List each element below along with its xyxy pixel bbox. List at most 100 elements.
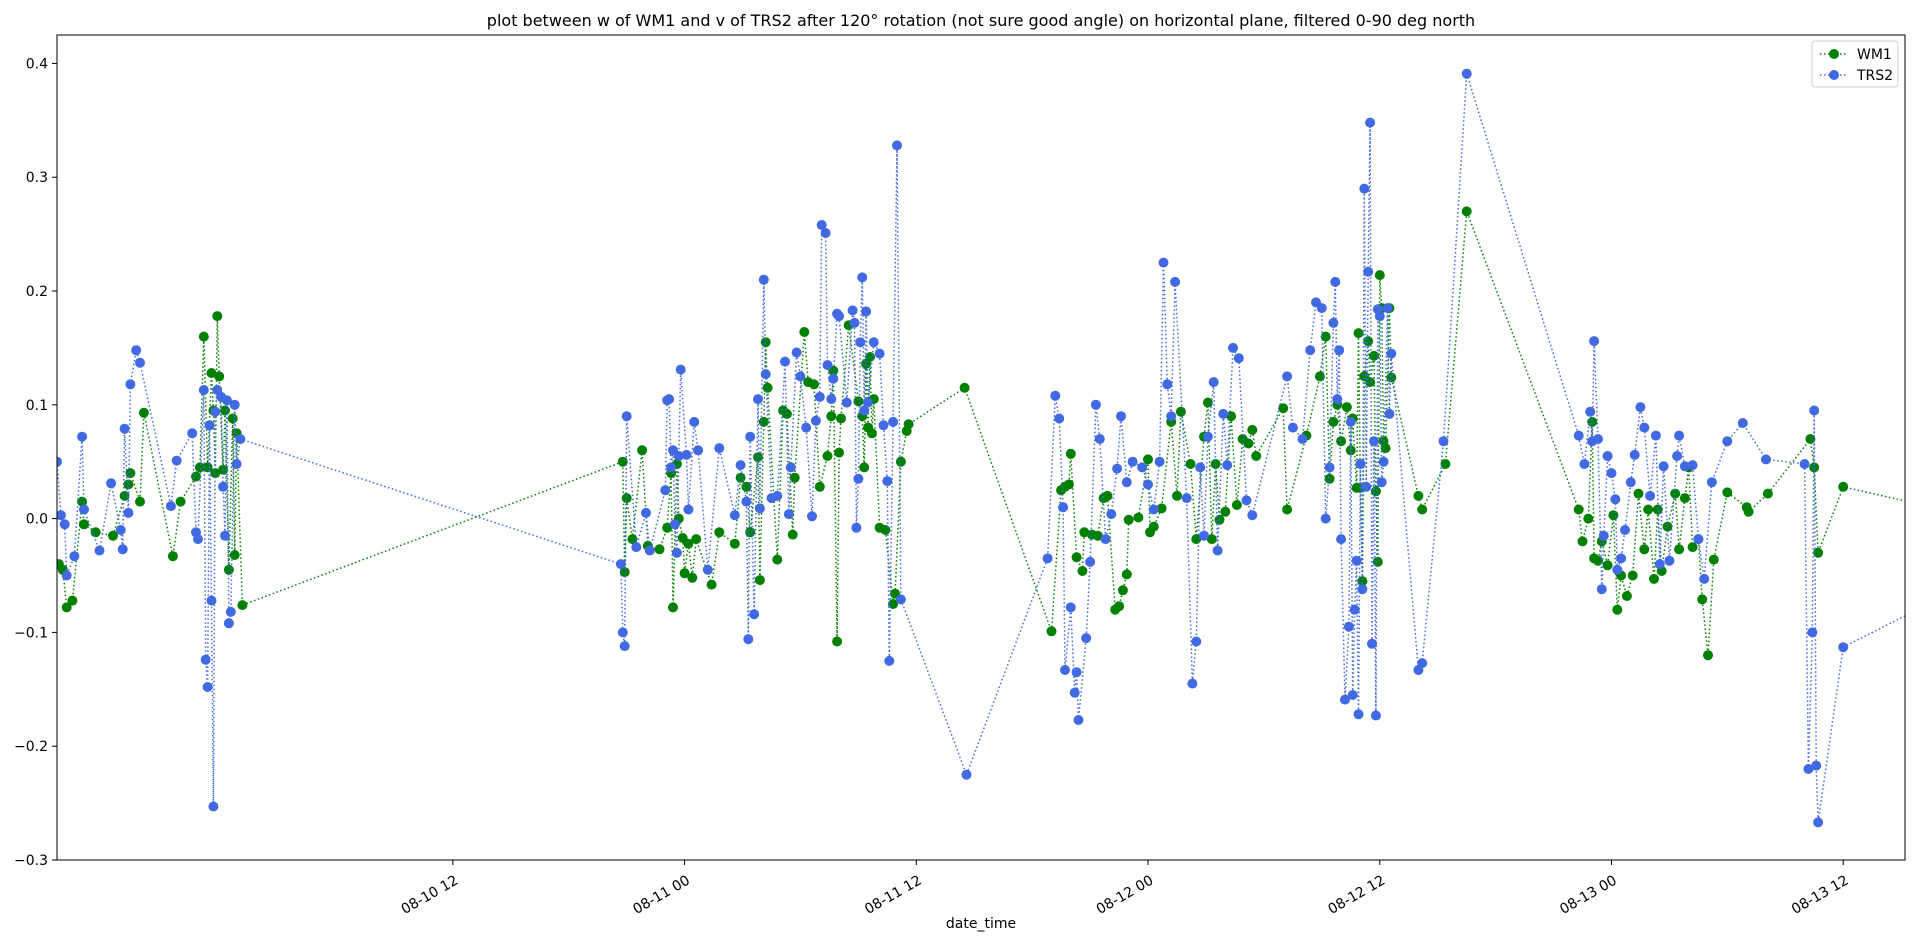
data-point-wm1 bbox=[198, 331, 209, 342]
data-point-trs2 bbox=[807, 511, 817, 522]
data-point-wm1 bbox=[1079, 527, 1090, 538]
data-point-trs2 bbox=[119, 423, 130, 434]
y-tick-label: −0.3 bbox=[14, 853, 48, 869]
data-point-wm1 bbox=[1123, 514, 1134, 525]
data-point-trs2 bbox=[1699, 573, 1710, 584]
data-point-trs2 bbox=[1081, 633, 1092, 644]
data-point-trs2 bbox=[171, 455, 182, 466]
data-point-trs2 bbox=[1106, 509, 1117, 520]
data-point-wm1 bbox=[1133, 512, 1144, 523]
data-point-trs2 bbox=[675, 364, 686, 375]
data-point-wm1 bbox=[662, 522, 673, 533]
data-point-trs2 bbox=[1349, 604, 1360, 615]
data-point-trs2 bbox=[106, 478, 117, 489]
data-point-wm1 bbox=[1063, 479, 1074, 490]
data-point-trs2 bbox=[1612, 564, 1623, 575]
data-point-trs2 bbox=[666, 462, 677, 473]
data-point-trs2 bbox=[617, 627, 628, 638]
data-point-trs2 bbox=[1687, 460, 1698, 471]
data-point-trs2 bbox=[1382, 303, 1393, 314]
data-point-trs2 bbox=[57, 510, 66, 521]
data-point-trs2 bbox=[117, 544, 128, 555]
legend: WM1 TRS2 bbox=[1811, 40, 1899, 88]
data-point-trs2 bbox=[1060, 665, 1070, 675]
data-point-wm1 bbox=[691, 534, 702, 545]
data-point-wm1 bbox=[212, 311, 223, 322]
data-point-wm1 bbox=[1805, 434, 1816, 444]
data-point-wm1 bbox=[1639, 544, 1650, 555]
data-point-trs2 bbox=[1112, 463, 1123, 474]
data-point-wm1 bbox=[1210, 459, 1221, 469]
data-point-trs2 bbox=[1154, 456, 1165, 467]
data-point-trs2 bbox=[660, 485, 671, 496]
data-point-trs2 bbox=[741, 496, 752, 507]
data-point-trs2 bbox=[826, 394, 837, 405]
data-point-trs2 bbox=[1094, 434, 1105, 444]
data-point-trs2 bbox=[814, 391, 825, 402]
data-point-trs2 bbox=[783, 509, 794, 520]
data-point-trs2 bbox=[131, 345, 142, 356]
data-point-wm1 bbox=[1121, 569, 1132, 580]
data-point-wm1 bbox=[753, 452, 763, 463]
data-point-trs2 bbox=[208, 801, 219, 812]
data-point-trs2 bbox=[1222, 460, 1233, 471]
data-point-wm1 bbox=[67, 595, 78, 606]
data-point-wm1 bbox=[1353, 328, 1364, 339]
data-point-trs2 bbox=[1799, 459, 1810, 469]
data-point-trs2 bbox=[735, 460, 746, 471]
data-point-trs2 bbox=[884, 655, 895, 666]
data-point-trs2 bbox=[671, 547, 682, 558]
data-point-trs2 bbox=[1247, 510, 1258, 521]
data-point-trs2 bbox=[641, 507, 651, 518]
data-point-trs2 bbox=[851, 522, 862, 533]
data-point-trs2 bbox=[1191, 636, 1202, 647]
data-point-trs2 bbox=[220, 530, 230, 541]
data-point-wm1 bbox=[762, 382, 773, 393]
data-point-trs2 bbox=[892, 140, 902, 151]
data-point-wm1 bbox=[1148, 521, 1159, 532]
data-point-trs2 bbox=[689, 416, 700, 427]
chart-title: plot between w of WM1 and v of TRS2 afte… bbox=[487, 11, 1475, 30]
data-point-trs2 bbox=[1813, 817, 1824, 828]
data-point-wm1 bbox=[202, 462, 213, 473]
data-point-trs2 bbox=[1054, 413, 1065, 424]
data-point-trs2 bbox=[855, 337, 866, 348]
data-point-trs2 bbox=[1376, 477, 1387, 488]
data-point-wm1 bbox=[687, 572, 698, 583]
data-point-trs2 bbox=[77, 431, 88, 442]
plot-frame bbox=[56, 34, 1906, 861]
data-point-wm1 bbox=[1440, 459, 1451, 469]
data-point-trs2 bbox=[801, 422, 812, 433]
data-point-trs2 bbox=[235, 434, 246, 444]
data-point-wm1 bbox=[237, 600, 248, 611]
data-point-trs2 bbox=[673, 451, 684, 461]
data-point-trs2 bbox=[1374, 311, 1385, 322]
legend-marker-trs2 bbox=[1829, 70, 1839, 80]
data-point-wm1 bbox=[1278, 403, 1289, 414]
data-point-wm1 bbox=[866, 428, 877, 439]
data-point-trs2 bbox=[857, 272, 868, 283]
data-point-trs2 bbox=[828, 373, 839, 384]
data-point-trs2 bbox=[1305, 345, 1316, 356]
data-point-wm1 bbox=[787, 529, 798, 540]
data-point-trs2 bbox=[1170, 276, 1181, 287]
data-point-trs2 bbox=[714, 443, 725, 454]
data-point-wm1 bbox=[1226, 411, 1237, 422]
data-point-trs2 bbox=[1228, 342, 1238, 353]
data-point-trs2 bbox=[882, 476, 893, 487]
data-point-wm1 bbox=[77, 496, 88, 507]
data-point-trs2 bbox=[1282, 371, 1293, 382]
data-point-trs2 bbox=[1143, 479, 1153, 490]
data-point-trs2 bbox=[1417, 658, 1428, 669]
legend-label-wm1: WM1 bbox=[1857, 47, 1892, 63]
data-point-trs2 bbox=[1166, 411, 1177, 422]
data-point-trs2 bbox=[57, 456, 62, 467]
legend-label-trs2: TRS2 bbox=[1856, 68, 1893, 84]
data-point-trs2 bbox=[1085, 556, 1096, 567]
data-point-trs2 bbox=[61, 570, 72, 581]
data-point-trs2 bbox=[1386, 348, 1397, 359]
data-point-wm1 bbox=[1461, 206, 1472, 217]
data-point-trs2 bbox=[702, 564, 713, 575]
y-tick-label: 0.3 bbox=[26, 170, 48, 186]
